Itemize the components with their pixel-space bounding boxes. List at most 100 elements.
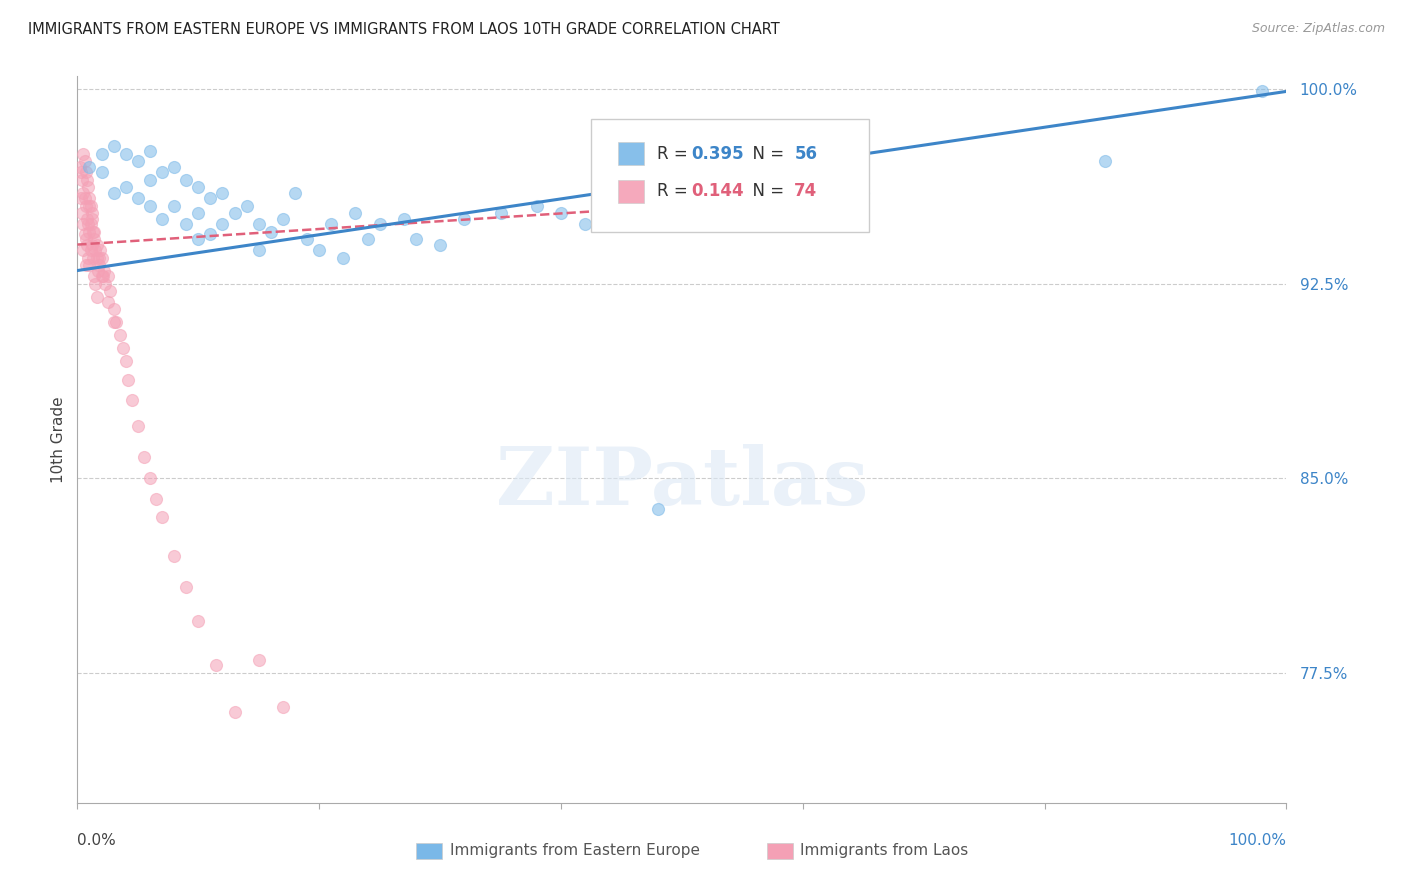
Point <box>174 172 197 186</box>
Point <box>205 658 228 673</box>
Point <box>145 491 167 506</box>
Point <box>127 419 149 434</box>
Point <box>98 285 121 299</box>
Point <box>70 165 93 179</box>
Point <box>112 342 135 356</box>
Point <box>70 172 93 186</box>
Point <box>247 217 270 231</box>
Point <box>77 251 100 265</box>
Point <box>103 302 125 317</box>
Point <box>574 217 596 231</box>
Point <box>150 510 173 524</box>
Point <box>90 268 112 283</box>
Point <box>163 199 186 213</box>
Point <box>308 243 330 257</box>
Point <box>79 258 101 272</box>
Point <box>69 160 91 174</box>
Point <box>79 199 101 213</box>
Point <box>77 180 100 194</box>
Point <box>139 199 162 213</box>
Point <box>610 186 633 200</box>
Point <box>852 186 875 200</box>
Point <box>72 146 94 161</box>
Point <box>73 154 96 169</box>
Point <box>75 232 97 246</box>
Point <box>75 199 97 213</box>
Point <box>86 237 108 252</box>
FancyBboxPatch shape <box>617 180 644 203</box>
Point <box>91 268 114 283</box>
Point <box>284 186 307 200</box>
Point <box>429 237 451 252</box>
Point <box>87 251 110 265</box>
Point <box>76 237 98 252</box>
Y-axis label: 10th Grade: 10th Grade <box>51 396 66 483</box>
Point <box>211 217 233 231</box>
Point <box>260 225 283 239</box>
Text: N =: N = <box>742 145 790 162</box>
Point <box>271 211 294 226</box>
Point <box>405 232 427 246</box>
Point <box>163 160 186 174</box>
Point <box>550 206 572 220</box>
Text: R =: R = <box>657 182 693 201</box>
Point <box>79 160 101 174</box>
Point <box>731 191 754 205</box>
Point <box>96 268 118 283</box>
Point <box>84 243 107 257</box>
Point <box>295 232 318 246</box>
Text: 56: 56 <box>794 145 817 162</box>
Point <box>321 217 343 231</box>
Point <box>76 172 98 186</box>
Point <box>72 217 94 231</box>
Text: N =: N = <box>742 182 790 201</box>
Point <box>80 211 103 226</box>
Point <box>121 393 143 408</box>
Point <box>83 225 105 239</box>
Point <box>82 251 104 265</box>
Point <box>108 328 131 343</box>
Point <box>103 186 125 200</box>
Point <box>79 199 101 213</box>
Point <box>83 232 105 246</box>
Point <box>73 191 96 205</box>
Point <box>368 217 391 231</box>
Text: Immigrants from Eastern Europe: Immigrants from Eastern Europe <box>450 843 700 857</box>
Point <box>90 165 112 179</box>
Point <box>79 217 101 231</box>
Point <box>82 225 104 239</box>
Point <box>70 191 93 205</box>
Text: 100.0%: 100.0% <box>1229 833 1286 848</box>
Point <box>671 217 693 231</box>
Point <box>127 154 149 169</box>
Point <box>187 180 209 194</box>
Point <box>114 354 136 368</box>
Point <box>1251 84 1274 98</box>
Text: Source: ZipAtlas.com: Source: ZipAtlas.com <box>1251 22 1385 36</box>
Point <box>96 294 118 309</box>
Point <box>79 191 101 205</box>
Point <box>150 211 173 226</box>
Point <box>79 243 101 257</box>
Point <box>453 211 475 226</box>
FancyBboxPatch shape <box>592 120 869 232</box>
Point <box>80 237 103 252</box>
Point <box>174 580 197 594</box>
Point <box>117 373 139 387</box>
Point <box>247 243 270 257</box>
Text: 0.0%: 0.0% <box>77 833 117 848</box>
Text: 0.144: 0.144 <box>692 182 744 201</box>
FancyBboxPatch shape <box>416 843 443 859</box>
Point <box>187 206 209 220</box>
Point <box>79 225 101 239</box>
Point <box>1094 154 1116 169</box>
Point <box>132 450 155 465</box>
Point <box>93 263 115 277</box>
Point <box>87 263 110 277</box>
Point <box>792 199 814 213</box>
Point <box>103 139 125 153</box>
Text: R =: R = <box>657 145 693 162</box>
Point <box>83 268 105 283</box>
Point <box>139 471 162 485</box>
Point <box>224 705 246 719</box>
